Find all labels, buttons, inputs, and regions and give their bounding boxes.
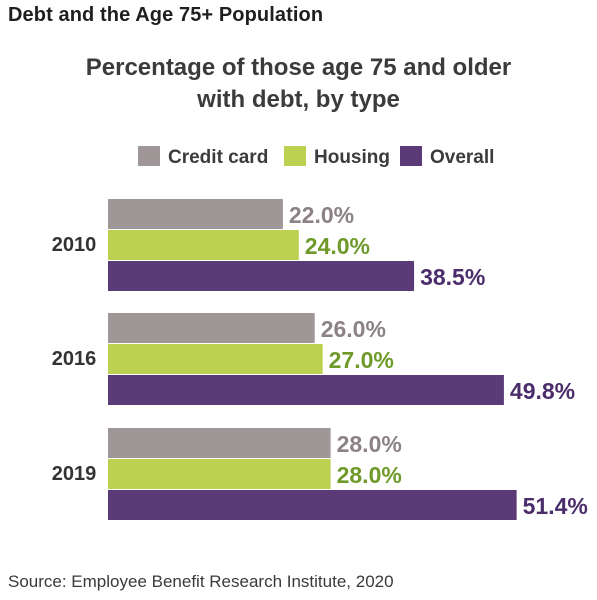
legend-label-overall: Overall	[430, 147, 494, 168]
data-label-housing-2019: 28.0%	[337, 462, 402, 488]
chart-title-line-1: Percentage of those age 75 and older	[85, 54, 512, 81]
data-label-credit-card-2016: 26.0%	[321, 316, 386, 342]
category-label-2019: 2019	[52, 463, 97, 485]
category-label-2010: 2010	[52, 234, 97, 256]
bar-credit-card-2016	[108, 313, 315, 343]
bar-overall-2019	[108, 490, 517, 520]
bar-credit-card-2010	[108, 199, 283, 229]
data-label-housing-2010: 24.0%	[305, 233, 370, 259]
data-label-housing-2016: 27.0%	[329, 347, 394, 373]
source-note: Source: Employee Benefit Research Instit…	[8, 572, 394, 591]
legend-swatch-credit-card	[138, 146, 160, 166]
bar-housing-2016	[108, 344, 323, 374]
bar-housing-2019	[108, 459, 331, 489]
page-title: Debt and the Age 75+ Population	[8, 4, 324, 26]
bar-overall-2010	[108, 261, 415, 291]
bar-credit-card-2019	[108, 428, 331, 458]
bar-housing-2010	[108, 230, 299, 260]
legend-swatch-housing	[284, 146, 306, 166]
legend-swatch-overall	[400, 146, 422, 166]
chart-title-line-2: with debt, by type	[197, 86, 400, 113]
data-label-overall-2010: 38.5%	[420, 264, 485, 290]
bar-overall-2016	[108, 375, 504, 405]
data-label-overall-2016: 49.8%	[510, 378, 575, 404]
data-label-credit-card-2019: 28.0%	[337, 431, 402, 457]
data-label-overall-2019: 51.4%	[523, 493, 588, 519]
chart-panel: Percentage of those age 75 and older wit…	[0, 36, 597, 556]
legend-label-housing: Housing	[314, 147, 390, 168]
category-label-2016: 2016	[52, 348, 97, 370]
chart-title: Percentage of those age 75 and older wit…	[0, 52, 597, 116]
legend-label-credit-card: Credit card	[168, 147, 268, 168]
data-label-credit-card-2010: 22.0%	[289, 202, 354, 228]
